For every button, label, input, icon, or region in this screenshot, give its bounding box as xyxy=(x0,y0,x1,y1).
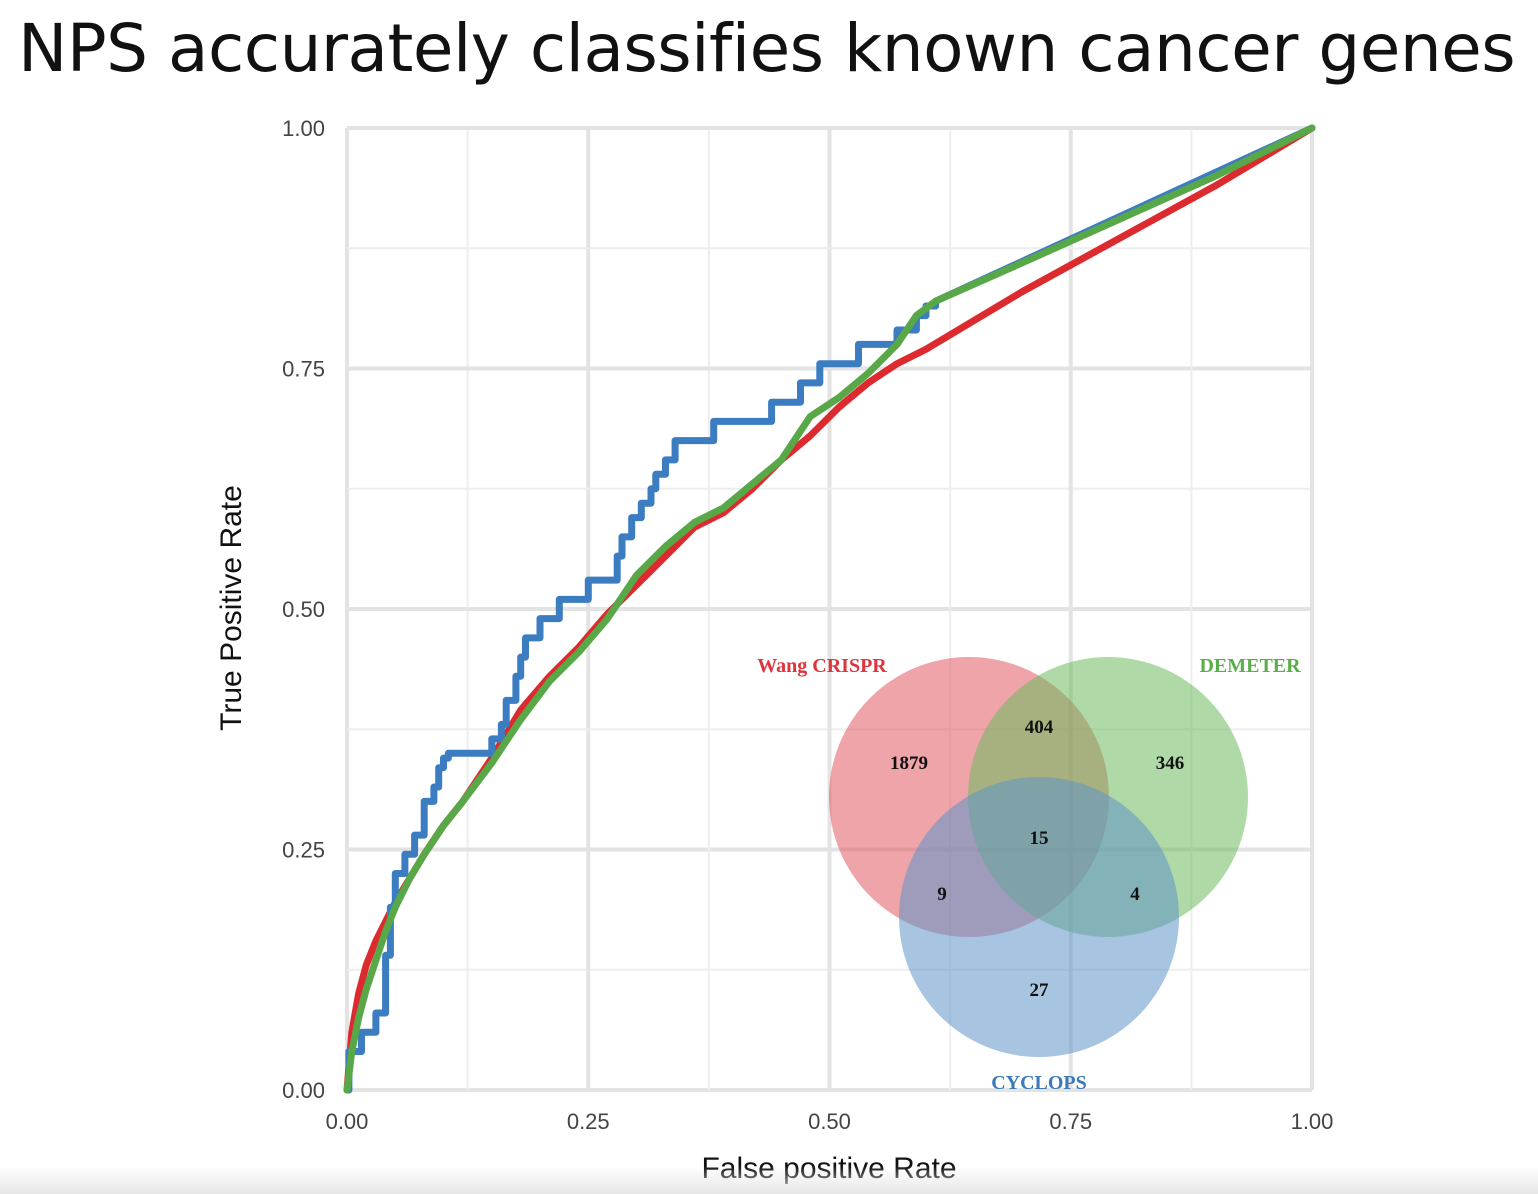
roc-series-line-3 xyxy=(343,124,1316,1094)
venn-diagram: Wang CRISPR DEMETER CYCLOPS 1879 404 346 15 9 4 2… xyxy=(757,655,1301,1094)
slide-bottom-shadow xyxy=(0,1166,1538,1194)
page-title: NPS accurately classifies known cancer g… xyxy=(18,10,1516,87)
y-tick-label: 1.00 xyxy=(282,116,325,141)
venn-set-label-wang-crispr: Wang CRISPR xyxy=(757,655,887,677)
venn-count-wang-cyclops: 9 xyxy=(937,884,947,905)
x-tick-label: 0.75 xyxy=(1049,1109,1092,1134)
venn-count-wang-demeter: 404 xyxy=(1025,717,1054,738)
venn-count-cyclops-only: 27 xyxy=(1030,980,1050,1001)
roc-series-layer xyxy=(343,124,1316,1094)
y-tick-label: 0.00 xyxy=(282,1078,325,1103)
tick-layer: 0.00 0.25 0.50 0.75 1.00 0.00 0.25 0.50 0.75 1.00 xyxy=(282,116,1333,1134)
venn-count-demeter-only: 346 xyxy=(1156,753,1185,774)
venn-count-demeter-cyclops: 4 xyxy=(1130,884,1140,905)
x-tick-label: 0.00 xyxy=(326,1109,369,1134)
venn-count-all-three: 15 xyxy=(1030,828,1049,849)
x-tick-label: 0.50 xyxy=(808,1109,851,1134)
x-tick-label: 1.00 xyxy=(1291,1109,1334,1134)
y-tick-label: 0.25 xyxy=(282,838,325,863)
venn-count-wang-only: 1879 xyxy=(890,753,928,774)
y-axis-title: True Positive Rate xyxy=(215,485,248,731)
y-tick-label: 0.50 xyxy=(282,597,325,622)
venn-set-label-demeter: DEMETER xyxy=(1199,655,1301,677)
roc-series-line-2 xyxy=(343,124,1316,1094)
venn-set-label-cyclops: CYCLOPS xyxy=(991,1072,1087,1094)
y-tick-label: 0.75 xyxy=(282,357,325,382)
x-tick-label: 0.25 xyxy=(567,1109,610,1134)
venn-circle-cyclops xyxy=(899,777,1179,1057)
